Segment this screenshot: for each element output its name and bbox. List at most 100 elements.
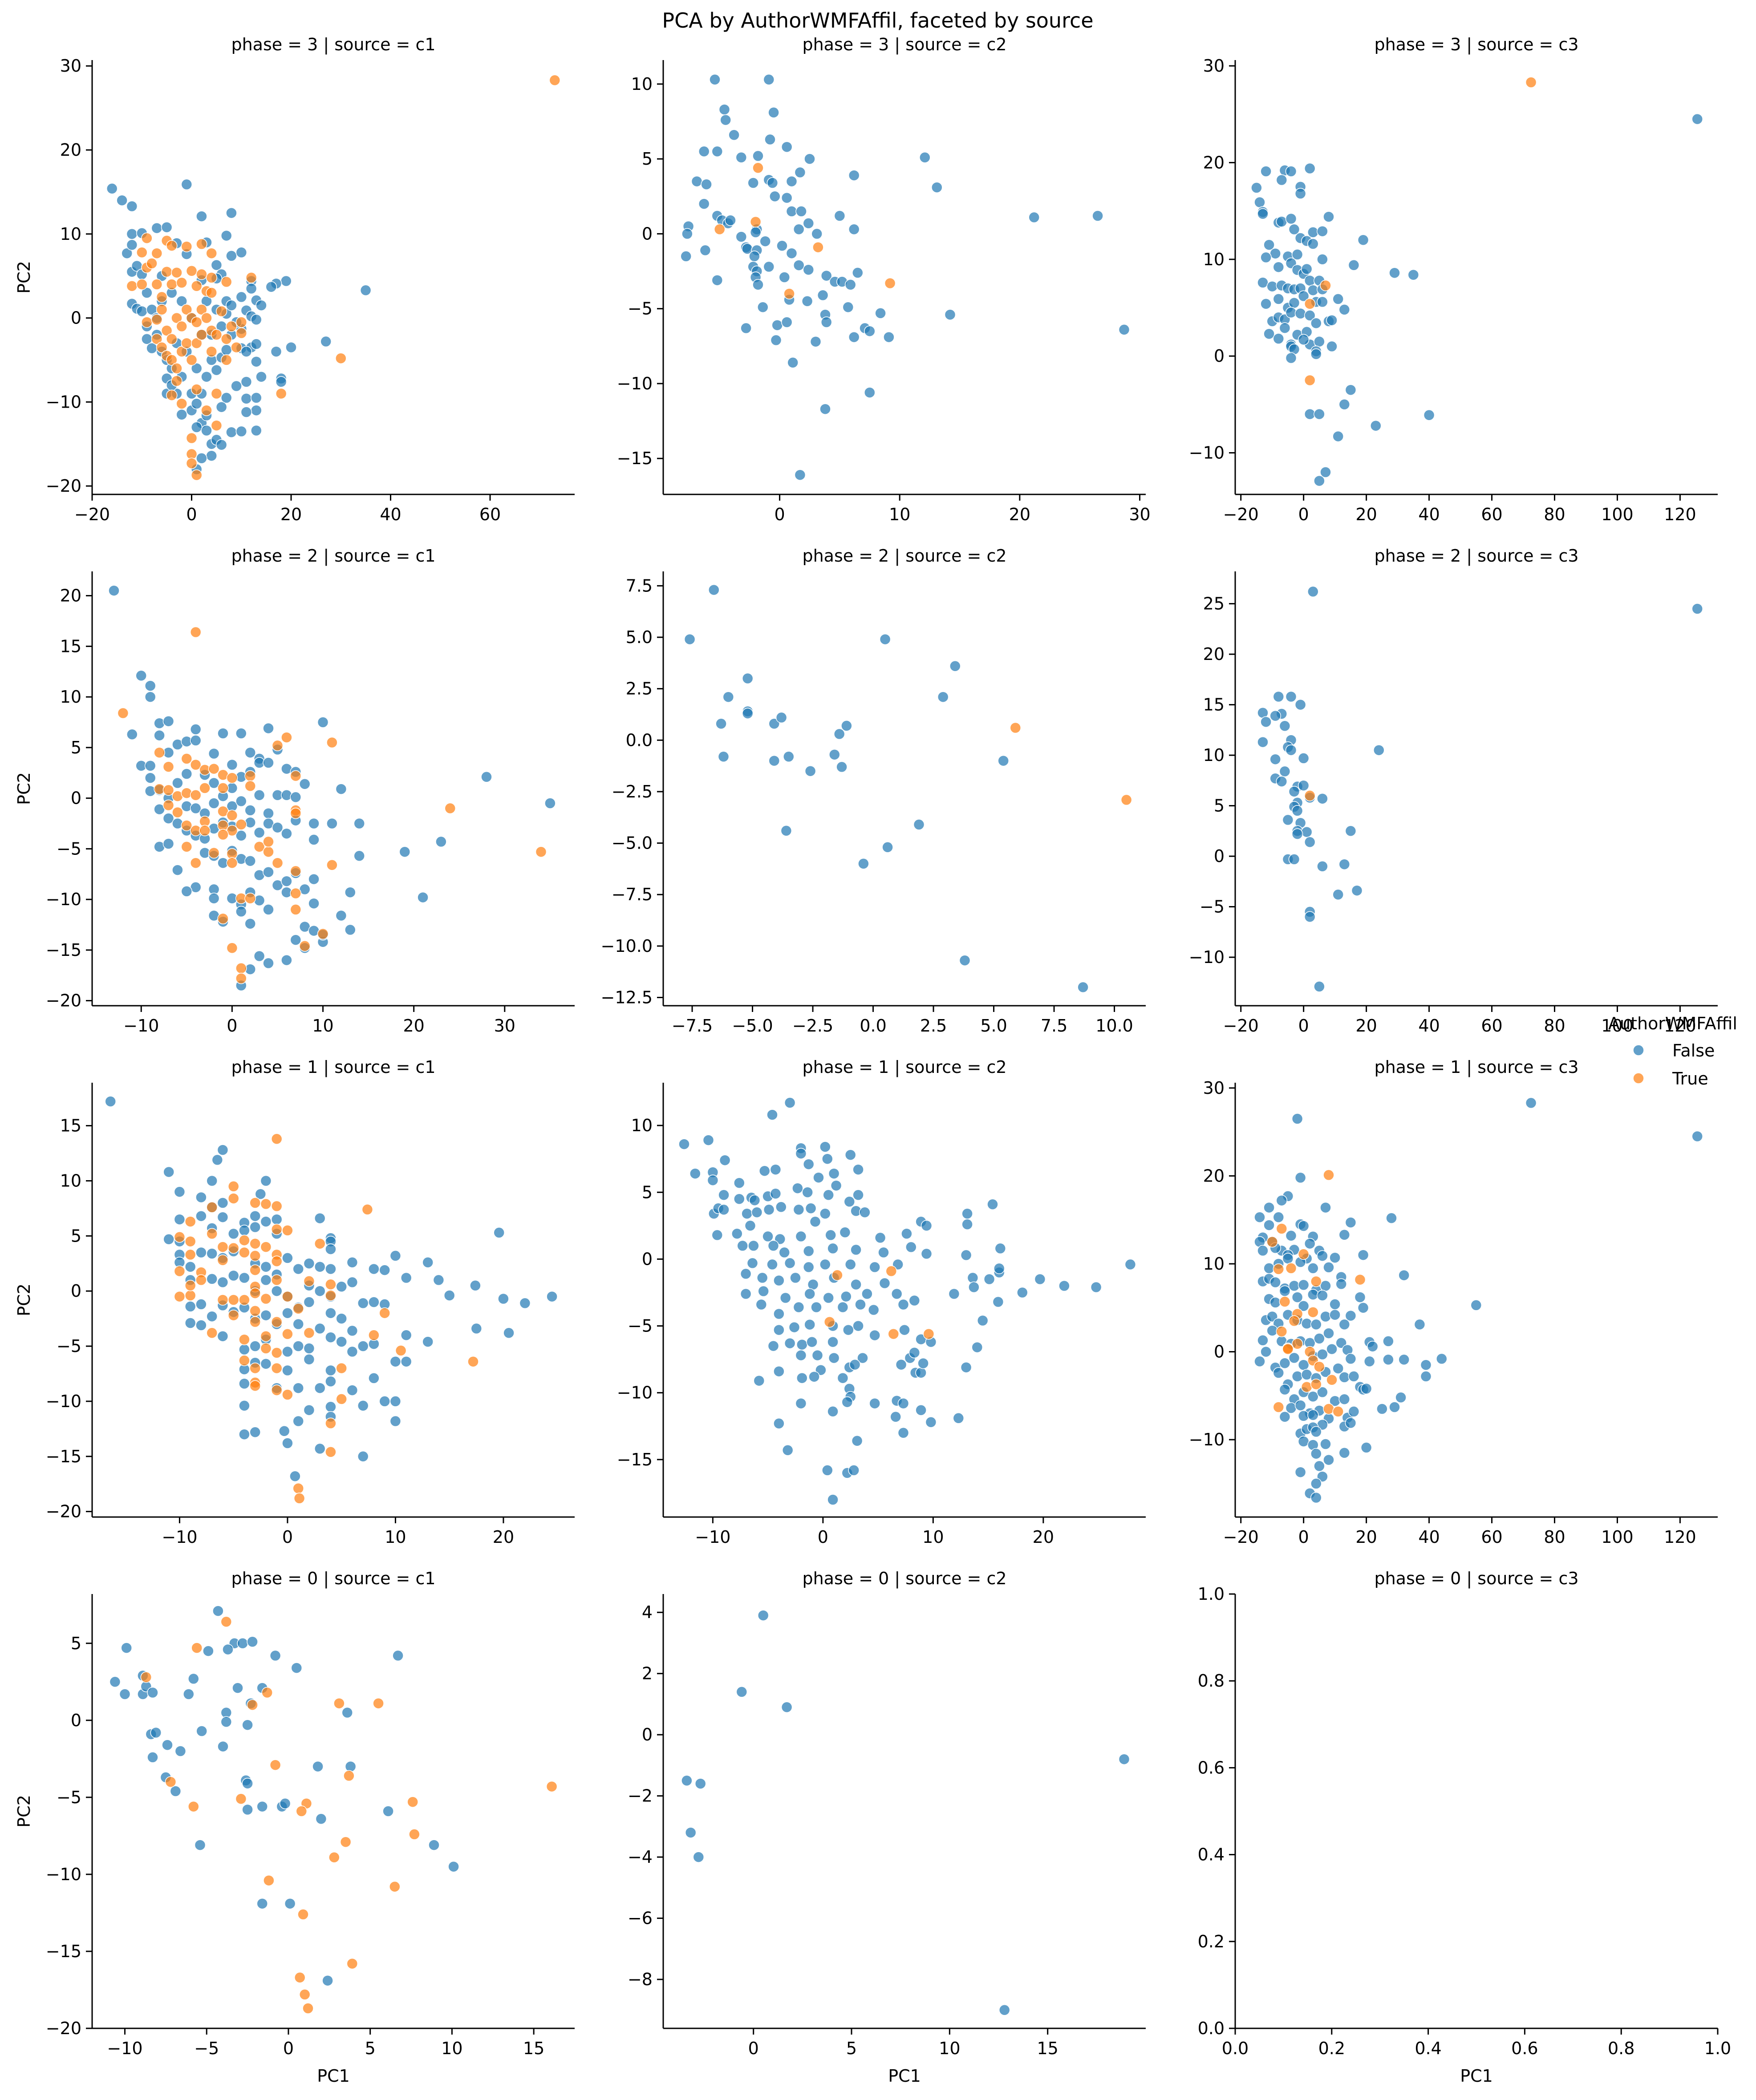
scatter-point-true — [162, 799, 174, 811]
scatter-point-false — [269, 1650, 281, 1662]
scatter-points — [106, 74, 561, 481]
x-axis-label: PC1 — [1460, 2066, 1493, 2086]
scatter-point-false — [227, 1270, 239, 1282]
scatter-point-false — [915, 1367, 927, 1379]
legend-label-false: False — [1672, 1041, 1715, 1060]
scatter-point-false — [1285, 691, 1297, 703]
scatter-point-true — [126, 280, 138, 292]
scatter-point-false — [803, 264, 815, 275]
scatter-points — [1257, 586, 1703, 992]
scatter-point-false — [1301, 263, 1313, 275]
scatter-point-false — [913, 819, 925, 830]
scatter-point-true — [239, 1234, 250, 1246]
scatter-point-true — [217, 1254, 229, 1266]
scatter-point-true — [249, 1305, 261, 1317]
y-tick-label: −10.0 — [601, 936, 653, 956]
scatter-point-false — [773, 1308, 785, 1320]
scatter-point-false — [757, 1610, 769, 1621]
y-tick-label: −5 — [57, 839, 81, 858]
scatter-point-false — [174, 1745, 187, 1757]
x-tick-label: −10 — [162, 1527, 197, 1547]
scatter-point-false — [291, 1662, 303, 1674]
scatter-point-false — [278, 1425, 290, 1437]
y-tick-label: 0.8 — [1198, 1671, 1225, 1691]
scatter-point-true — [249, 1380, 261, 1392]
x-tick-label: 2.5 — [920, 1016, 947, 1036]
scatter-point-false — [971, 1341, 983, 1353]
panel-title: phase = 3 | source = c2 — [802, 35, 1006, 55]
scatter-point-true — [325, 1417, 337, 1429]
y-tick-label: 20 — [60, 140, 81, 160]
y-tick-label: −10 — [46, 392, 81, 412]
scatter-point-false — [206, 1175, 218, 1187]
scatter-point-false — [1317, 1386, 1328, 1398]
scatter-point-false — [1304, 408, 1316, 420]
scatter-point-true — [409, 1829, 420, 1840]
scatter-point-true — [235, 1793, 247, 1805]
x-tick-label: 100 — [1601, 1527, 1634, 1547]
scatter-point-false — [1291, 249, 1303, 260]
y-tick-label: −8 — [628, 1970, 653, 1989]
scatter-point-false — [201, 425, 212, 437]
scatter-point-false — [842, 301, 854, 313]
scatter-point-false — [1414, 1319, 1426, 1331]
scatter-point-false — [1273, 261, 1285, 273]
scatter-point-false — [1285, 744, 1297, 756]
scatter-points — [1251, 77, 1703, 487]
scatter-point-false — [217, 1211, 229, 1223]
scatter-point-true — [235, 316, 247, 328]
panel-title: phase = 0 | source = c3 — [1374, 1569, 1578, 1589]
scatter-point-true — [260, 1198, 272, 1210]
scatter-point-true — [261, 1687, 273, 1699]
scatter-point-false — [1398, 1354, 1410, 1366]
scatter-point-false — [1351, 885, 1363, 896]
scatter-points — [680, 74, 1130, 481]
scatter-point-false — [317, 716, 329, 728]
scatter-point-true — [823, 1316, 835, 1328]
scatter-point-false — [172, 864, 183, 876]
scatter-point-false — [839, 1226, 851, 1238]
scatter-point-false — [154, 729, 165, 741]
scatter-point-false — [1310, 1448, 1322, 1460]
scatter-point-false — [1360, 1383, 1372, 1395]
scatter-point-false — [281, 954, 292, 966]
x-tick-label: 40 — [380, 505, 401, 524]
scatter-point-true — [271, 1223, 283, 1235]
y-tick-label: −6 — [628, 1909, 653, 1928]
scatter-point-false — [699, 244, 711, 256]
scatter-point-false — [357, 1451, 369, 1462]
scatter-point-true — [1285, 1262, 1297, 1274]
scatter-point-false — [174, 1186, 186, 1198]
facet-panel: phase = 2 | source = c3−20 0 20 40 60 80 100 12… — [1189, 546, 1718, 1036]
scatter-point-false — [768, 755, 780, 767]
scatter-point-false — [1357, 234, 1369, 246]
scatter-point-false — [762, 1230, 774, 1242]
scatter-point-false — [195, 1246, 207, 1258]
scatter-point-false — [1263, 328, 1275, 340]
scatter-point-false — [1320, 1311, 1331, 1323]
x-tick-label: 10 — [312, 1016, 333, 1036]
scatter-point-false — [786, 247, 798, 259]
scatter-point-false — [822, 1153, 833, 1165]
scatter-point-false — [843, 1324, 854, 1336]
scatter-point-true — [181, 820, 193, 831]
scatter-point-false — [208, 777, 220, 789]
scatter-point-false — [1691, 1130, 1703, 1142]
scatter-point-false — [987, 1198, 998, 1210]
scatter-point-false — [1257, 208, 1269, 220]
scatter-point-true — [136, 247, 148, 259]
scatter-point-false — [1317, 225, 1328, 237]
scatter-point-false — [217, 728, 229, 739]
y-tick-label: 0 — [1214, 346, 1225, 366]
scatter-point-false — [116, 194, 128, 206]
scatter-point-true — [151, 247, 163, 259]
scatter-point-false — [1357, 1249, 1369, 1261]
scatter-point-true — [184, 1290, 196, 1301]
y-tick-label: −5 — [57, 1788, 81, 1807]
x-tick-label: −20 — [1223, 505, 1259, 524]
scatter-point-false — [1294, 1400, 1306, 1411]
scatter-point-false — [859, 1206, 871, 1218]
scatter-point-false — [314, 1285, 326, 1297]
legend: AuthorWMFAffil False True — [1608, 1014, 1737, 1088]
scatter-point-true — [249, 1238, 261, 1250]
